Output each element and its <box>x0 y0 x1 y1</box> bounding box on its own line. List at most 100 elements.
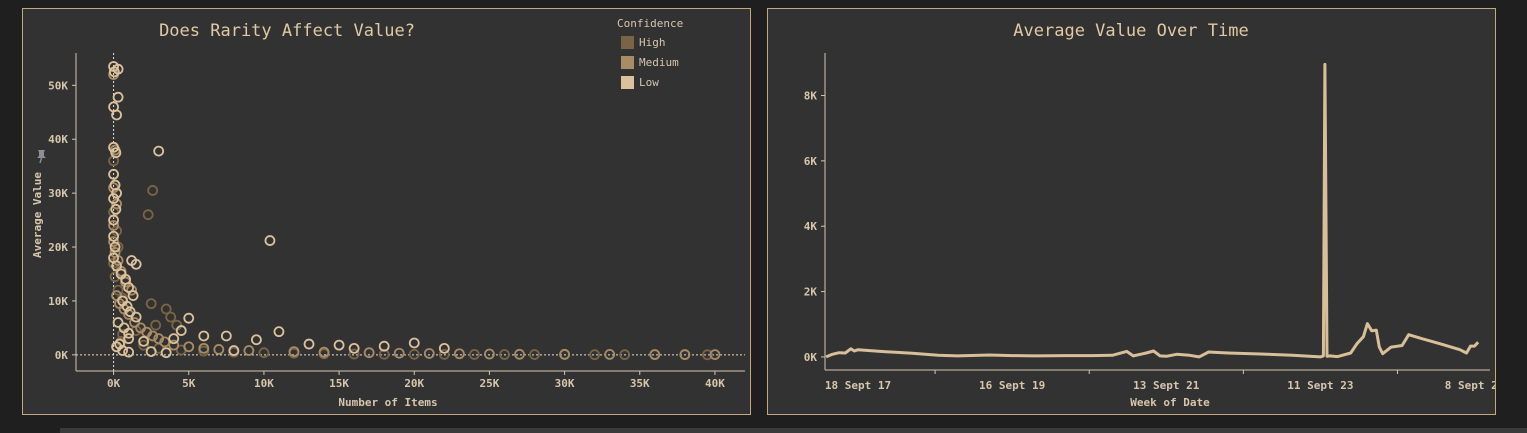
scatter-point-low[interactable] <box>108 141 119 153</box>
scatter-point-low[interactable] <box>112 63 124 75</box>
series-line[interactable] <box>825 62 1480 359</box>
scatter-point-low[interactable] <box>121 300 133 312</box>
scatter-point-low[interactable] <box>108 168 119 180</box>
scatter-point-medium[interactable] <box>198 342 210 354</box>
scatter-point-low[interactable] <box>112 317 124 328</box>
scatter-point-low[interactable] <box>123 282 135 293</box>
legend-entry-high[interactable]: High <box>621 36 666 49</box>
scatter-point-high[interactable] <box>145 298 157 310</box>
legend-entry-low[interactable]: Low <box>621 76 659 89</box>
scatter-point-high[interactable] <box>147 185 159 196</box>
scatter-point-high[interactable] <box>165 311 177 323</box>
scatter-point-high[interactable] <box>150 319 162 331</box>
scatter-point-high[interactable] <box>111 225 122 237</box>
scatter-point-low[interactable] <box>378 340 390 352</box>
scatter-point-medium[interactable] <box>159 336 171 348</box>
scatter-point-medium[interactable] <box>649 349 661 360</box>
bottom-scrollbar[interactable] <box>60 428 1527 433</box>
scatter-point-high[interactable] <box>258 347 270 359</box>
scatter-point-low[interactable] <box>273 326 285 338</box>
scatter-point-low[interactable] <box>303 338 315 350</box>
scatter-point-high[interactable] <box>468 349 480 360</box>
scatter-point-low[interactable] <box>264 235 276 246</box>
scatter-point-low[interactable] <box>228 345 240 356</box>
scatter-point-low[interactable] <box>111 260 122 272</box>
scatter-point-low[interactable] <box>153 145 165 157</box>
scatter-point-high[interactable] <box>378 348 390 360</box>
scatter-point-low[interactable] <box>168 333 180 345</box>
scatter-point-medium[interactable] <box>108 236 119 248</box>
scatter-point-medium[interactable] <box>363 347 375 359</box>
scatter-point-high[interactable] <box>142 209 154 221</box>
scatter-point-low[interactable] <box>110 147 122 159</box>
scatter-point-low[interactable] <box>111 109 122 121</box>
scatter-point-low[interactable] <box>123 333 135 345</box>
scatter-point-low[interactable] <box>108 214 119 226</box>
scatter-point-medium[interactable] <box>514 348 525 360</box>
scatter-chart[interactable]: Does Rarity Affect Value? 0K 10K 20K 30K 40K… <box>23 9 750 414</box>
scatter-point-medium[interactable] <box>604 348 616 360</box>
scatter-point-low[interactable] <box>127 290 139 301</box>
scatter-point-low[interactable] <box>251 334 262 346</box>
scatter-point-medium[interactable] <box>423 348 435 359</box>
scatter-point-low[interactable] <box>112 91 124 103</box>
scatter-point-low[interactable] <box>123 327 135 339</box>
scatter-point-high[interactable] <box>529 349 540 360</box>
scatter-point-medium[interactable] <box>484 348 495 360</box>
scatter-point-medium[interactable] <box>147 330 159 342</box>
scatter-point-medium[interactable] <box>288 346 300 357</box>
scatter-point-medium[interactable] <box>213 344 225 355</box>
scatter-point-medium[interactable] <box>709 349 721 361</box>
legend: Confidence High Medium Low <box>617 17 683 89</box>
scatter-point-low[interactable] <box>175 325 187 336</box>
scatter-point-low[interactable] <box>220 330 232 342</box>
scatter-point-low[interactable] <box>160 347 172 359</box>
scatter-point-low[interactable] <box>108 230 119 242</box>
scatter-point-low[interactable] <box>123 346 135 358</box>
line-chart[interactable]: Average Value Over Time 0K 2K 4K 6K 8K 18 Se… <box>768 9 1495 414</box>
scatter-point-low[interactable] <box>108 193 119 204</box>
legend-entry-medium[interactable]: Medium <box>621 56 679 69</box>
pin-icon[interactable] <box>37 150 46 164</box>
scatter-point-low[interactable] <box>183 312 195 324</box>
scatter-point-high[interactable] <box>438 348 450 360</box>
scatter-point-low[interactable] <box>110 203 122 215</box>
scatter-point-low[interactable] <box>138 335 150 347</box>
scatter-point-low[interactable] <box>438 342 450 354</box>
scatter-point-low[interactable] <box>333 339 345 351</box>
scatter-point-medium[interactable] <box>318 346 330 358</box>
scatter-point-high[interactable] <box>499 349 510 360</box>
scatter-point-low[interactable] <box>408 337 420 349</box>
scatter-point-medium[interactable] <box>243 345 255 356</box>
scatter-point-low[interactable] <box>117 345 129 356</box>
scatter-point-medium[interactable] <box>126 284 138 296</box>
scatter-point-low[interactable] <box>109 241 121 253</box>
scatter-point-low[interactable] <box>130 258 142 270</box>
scatter-point-high[interactable] <box>138 339 150 351</box>
scatter-point-high[interactable] <box>160 303 172 315</box>
scatter-point-medium[interactable] <box>679 349 691 360</box>
scatter-point-low[interactable] <box>114 338 125 350</box>
scatter-point-medium[interactable] <box>183 341 195 353</box>
scatter-point-medium[interactable] <box>153 333 165 345</box>
scatter-point-low[interactable] <box>198 330 210 342</box>
scatter-point-medium[interactable] <box>129 317 141 328</box>
scatter-point-low[interactable] <box>348 342 360 354</box>
scatter-point-medium[interactable] <box>108 220 119 231</box>
scatter-point-high[interactable] <box>109 271 121 283</box>
scatter-point-medium[interactable] <box>168 339 180 351</box>
scatter-point-medium[interactable] <box>111 198 122 210</box>
scatter-point-medium[interactable] <box>453 348 465 360</box>
scatter-point-low[interactable] <box>145 346 157 357</box>
scatter-point-low[interactable] <box>124 306 136 318</box>
scatter-point-low[interactable] <box>130 311 142 323</box>
scatter-point-medium[interactable] <box>393 347 405 359</box>
scatter-point-high[interactable] <box>348 348 360 360</box>
scatter-point-low[interactable] <box>111 187 122 199</box>
scatter-point-high[interactable] <box>702 349 713 361</box>
scatter-point-high[interactable] <box>619 349 631 361</box>
scatter-point-high[interactable] <box>112 284 124 296</box>
scatter-point-medium[interactable] <box>559 348 570 360</box>
scatter-point-high[interactable] <box>589 349 601 361</box>
scatter-point-high[interactable] <box>408 348 420 360</box>
